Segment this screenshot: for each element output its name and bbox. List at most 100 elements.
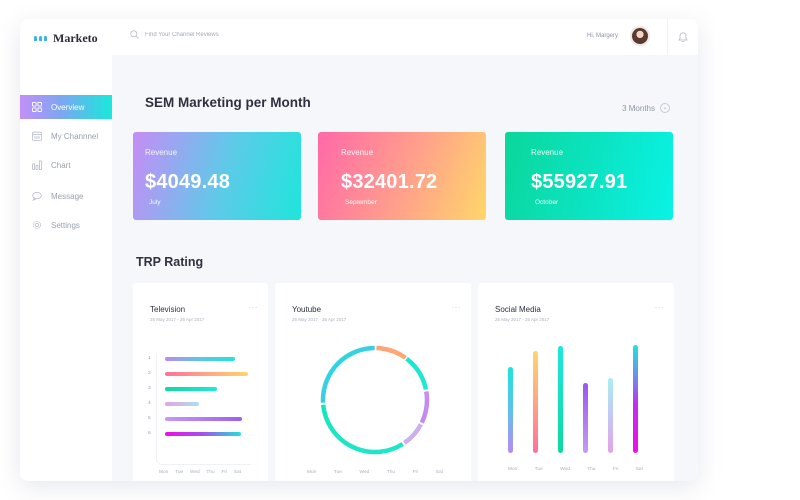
logo[interactable]: Marketo — [34, 31, 98, 46]
search-input[interactable] — [145, 31, 285, 38]
donut-chart — [320, 345, 430, 455]
bar[interactable] — [165, 372, 248, 376]
bar[interactable] — [633, 345, 638, 453]
day-label: Tue — [175, 470, 184, 475]
row-label: 5 — [148, 416, 151, 421]
sidebar-item-message[interactable]: Message — [20, 184, 112, 208]
bell-icon[interactable] — [678, 31, 688, 42]
search-bar — [130, 30, 285, 39]
user-greeting: Hi, Margery — [586, 33, 618, 39]
bar[interactable] — [583, 383, 588, 453]
card-title: Television — [150, 305, 186, 314]
app-name: Marketo — [53, 31, 98, 45]
day-label: Wed — [560, 467, 570, 472]
bar[interactable] — [165, 402, 199, 406]
sidebar-item-label: Message — [51, 191, 84, 201]
date-range: 26 May 2017 - 26 Apr 2017 — [495, 317, 550, 322]
segment[interactable] — [320, 345, 430, 455]
x-axis-labels: Mon Tue Wed Thu Fri Sat — [307, 470, 443, 475]
more-options-icon[interactable]: ··· — [451, 303, 461, 312]
more-options-icon[interactable]: ··· — [654, 303, 664, 312]
day-label: Mon — [508, 467, 518, 472]
day-label: Sat — [635, 467, 643, 472]
day-label: Tue — [333, 470, 342, 475]
sidebar-item-label: My Channnel — [51, 131, 99, 141]
bar[interactable] — [165, 432, 241, 436]
bar[interactable] — [508, 367, 513, 453]
card-label: Revenue — [531, 148, 564, 157]
date-range: 26 May 2017 - 26 Apr 2017 — [292, 317, 347, 322]
avatar[interactable] — [630, 26, 650, 46]
card-title: Youtube — [292, 305, 322, 314]
sidebar-item-my-channel[interactable]: My Channnel — [20, 124, 112, 148]
bar[interactable] — [165, 417, 242, 421]
television-card: Television 26 May 2017 - 26 Apr 2017 ···… — [133, 283, 268, 481]
more-options-icon[interactable]: ··· — [248, 303, 258, 312]
bar[interactable] — [533, 351, 538, 453]
card-month: July — [149, 199, 161, 206]
chart-axis — [156, 353, 251, 465]
x-axis-labels: Mon Tue Wed Thu Fri Sat — [508, 467, 643, 472]
logo-icon — [34, 36, 47, 41]
revenue-card-october[interactable]: Revenue $55927.91 October — [505, 132, 673, 220]
row-label: 3 — [148, 386, 151, 391]
divider — [667, 19, 668, 55]
bar-chart-icon — [32, 160, 42, 170]
day-label: Mon — [159, 470, 169, 475]
card-label: Revenue — [341, 148, 374, 157]
sidebar-item-overview[interactable]: Overview — [20, 95, 112, 119]
segment[interactable] — [320, 345, 430, 455]
main-content: SEM Marketing per Month 3 Months ⌄ Reven… — [112, 55, 698, 481]
app-window: Marketo Overview My Channnel Chart — [20, 19, 698, 481]
chevron-down-icon: ⌄ — [660, 103, 670, 113]
bar[interactable] — [558, 346, 563, 453]
day-label: Fri — [412, 470, 419, 475]
row-label: 4 — [148, 401, 151, 406]
youtube-card: Youtube 26 May 2017 - 26 Apr 2017 ··· — [275, 283, 471, 481]
chat-bubble-icon — [32, 191, 42, 201]
day-label: Tue — [534, 467, 543, 472]
card-amount: $55927.91 — [531, 171, 628, 193]
day-label: Thu — [386, 470, 396, 475]
row-label: 2 — [148, 371, 151, 376]
day-label: Mon — [307, 470, 317, 475]
topbar: Hi, Margery — [112, 19, 698, 55]
row-label: 6 — [148, 431, 151, 436]
revenue-card-july[interactable]: Revenue $4049.48 July — [133, 132, 301, 220]
day-label: Wed — [189, 470, 200, 475]
bar[interactable] — [165, 387, 217, 391]
range-dropdown[interactable]: 3 Months ⌄ — [622, 103, 670, 113]
search-icon[interactable] — [130, 30, 139, 39]
bar[interactable] — [165, 357, 235, 361]
revenue-card-september[interactable]: Revenue $32401.72 September — [318, 132, 486, 220]
bar[interactable] — [608, 378, 613, 453]
day-label: Fri — [221, 470, 228, 475]
day-label: Thu — [206, 470, 215, 475]
day-label: Sat — [233, 470, 241, 475]
page-title: SEM Marketing per Month — [145, 95, 311, 110]
card-month: September — [345, 199, 377, 206]
sidebar-nav: Overview My Channnel Chart Message — [20, 95, 112, 242]
gear-icon — [32, 220, 42, 230]
card-title: Social Media — [495, 305, 541, 314]
row-label: 1 — [148, 356, 151, 361]
card-month: October — [535, 199, 559, 206]
sidebar-item-label: Overview — [51, 102, 85, 112]
day-label: Thu — [587, 467, 596, 472]
day-label: Fri — [612, 467, 619, 472]
sidebar: Marketo Overview My Channnel Chart — [20, 19, 112, 481]
social-media-card: Social Media 26 May 2017 - 26 Apr 2017 ·… — [478, 283, 674, 481]
card-amount: $4049.48 — [145, 171, 231, 193]
sidebar-item-label: Chart — [51, 160, 71, 170]
x-axis-labels: Mon Tue Wed Thu Fri Sat — [159, 470, 241, 475]
sidebar-item-chart[interactable]: Chart — [20, 153, 112, 177]
range-label: 3 Months — [622, 103, 655, 113]
sidebar-item-label: Settings — [51, 220, 80, 230]
date-range: 26 May 2017 - 26 Apr 2017 — [150, 317, 205, 322]
grid-icon — [32, 102, 42, 112]
sidebar-item-settings[interactable]: Settings — [20, 213, 112, 237]
day-label: Wed — [359, 470, 370, 475]
card-label: Revenue — [145, 148, 178, 157]
section-title: TRP Rating — [136, 255, 204, 269]
segment[interactable] — [320, 345, 430, 455]
